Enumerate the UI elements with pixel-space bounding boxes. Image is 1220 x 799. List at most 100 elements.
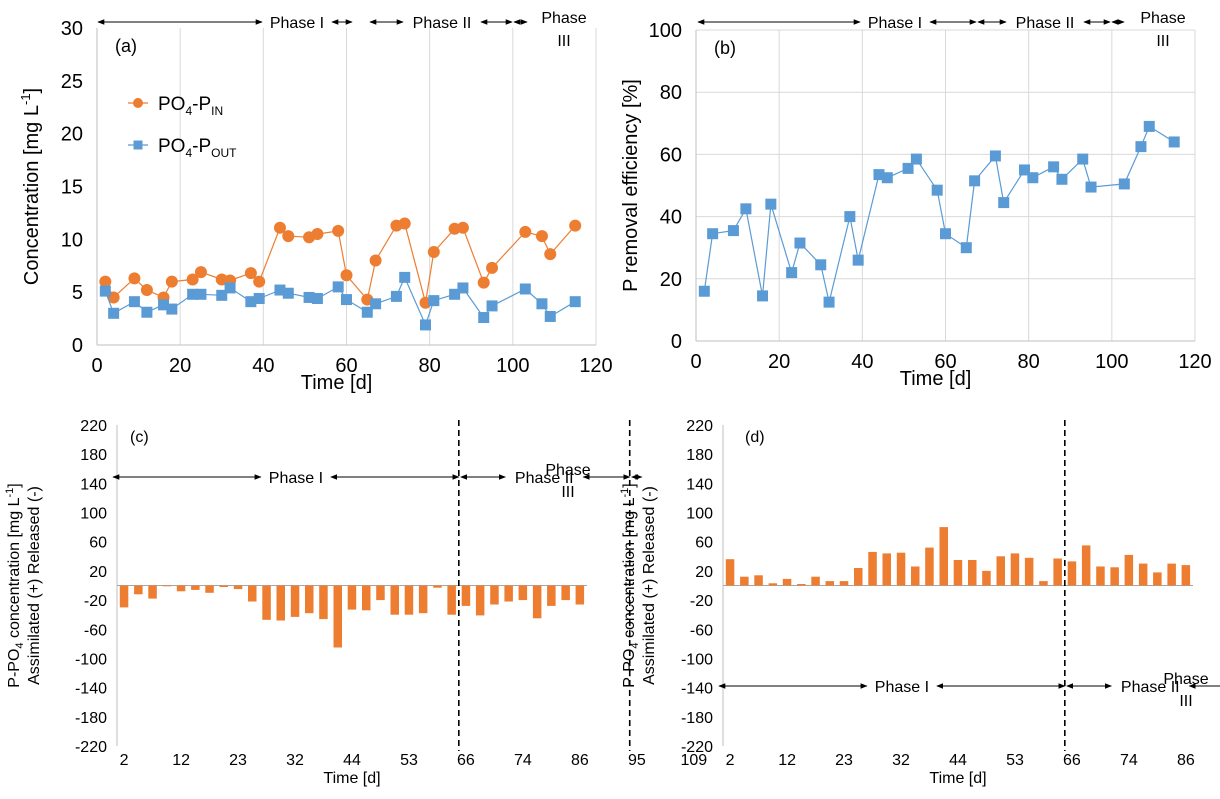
phase-label: Phase I [270,15,324,32]
y-tick-label: -100 [75,651,107,668]
data-point-square [727,225,739,237]
y-title-text: P-PO [621,649,638,688]
x-tick-label: 80 [419,355,441,377]
data-point-circle [340,269,353,282]
x-tick-label: 20 [169,355,191,377]
data-point-square [998,197,1010,209]
phase-label: III [561,484,574,501]
data-point-square [428,295,440,307]
data-point-square [873,169,885,181]
legend-label: PO4-PIN [158,94,223,118]
bar [1153,572,1162,586]
y-title-text: concentration [mg L [621,497,638,642]
data-point-square [794,237,806,249]
data-point-circle [186,273,199,286]
x-tick-label: 95 [628,752,646,769]
y-tick-label: 40 [660,207,682,229]
y-tick-label: -220 [75,739,107,756]
data-point-square [166,303,178,315]
bar [882,553,891,586]
data-point-square [544,310,556,322]
legend-label: PO4-POUT [158,136,237,160]
x-tick-label: 100 [496,355,529,377]
y-axis-title: P removal efficiency [%] [620,79,642,292]
y-tick-label: -140 [75,681,107,698]
bar [319,585,328,620]
panel-c: 220 180 140 100 60 20 -20 -60 -100 -140 -180 -220 2 1… [4,418,707,787]
legend-text: PO [158,136,185,157]
data-point-square [282,287,294,299]
phase-label: Phase II [1016,15,1075,32]
data-point-circle [398,217,411,230]
x-tick-label: 100 [1095,351,1128,373]
legend-text: -P [192,136,211,157]
y-tick-label: -100 [681,651,713,668]
data-point-square [187,288,199,300]
data-point-square [274,284,286,296]
y-tick-label: 20 [660,269,682,291]
y-tick-label: 140 [686,476,713,493]
x-tick-label: 0 [690,351,701,373]
bar [362,585,371,611]
bar [1181,565,1191,586]
bar [233,585,243,590]
data-point-square [370,298,382,310]
data-point-circle [282,230,295,243]
data-point-square [253,293,265,305]
bar [1096,566,1105,586]
phase-label: Phase I [875,679,929,696]
legend-sub: OUT [211,146,237,160]
x-tick-label: 23 [229,752,247,769]
bar [290,585,300,617]
x-tick-label: 20 [768,351,790,373]
y-axis-title-line1: P-PO4 concentration [mg L-1] [619,483,641,687]
y-tick-label: 20 [61,124,83,146]
y-tick-label: 25 [61,71,83,93]
data-point-square [815,259,827,271]
y-tick-label: 220 [80,418,107,435]
legend-sub: IN [211,104,223,118]
data-point-square [844,211,856,223]
y-tick-label: 20 [695,564,713,581]
data-point-square [99,285,111,297]
legend-text: -P [192,94,211,115]
bar [953,560,963,586]
data-point-circle [535,230,548,243]
data-point-square [1168,136,1180,148]
data-point-square [361,306,373,318]
y-axis-title-end: ] [21,88,43,94]
data-point-circle [244,267,257,280]
data-point-square [245,296,257,308]
bar [839,581,849,586]
data-point-square [707,228,719,240]
bar [219,585,228,587]
data-point-circle [311,228,324,241]
data-point-square [765,198,777,210]
legend-text: PO [158,94,185,115]
data-point-square [1056,173,1068,185]
data-point-square [740,203,752,215]
y-tick-label: 100 [649,20,682,42]
panel-label: (d) [745,429,765,446]
data-point-circle [486,261,499,274]
x-tick-label: 66 [1063,752,1081,769]
y-tick-label: 5 [72,282,83,304]
x-tick-label: 32 [286,752,304,769]
bar [896,552,906,586]
panel-b: 0 20 40 60 80 100 120 0 20 40 60 80 100 Time [d] P rem… [620,10,1212,390]
bar [725,559,735,586]
panel-label: (a) [115,36,137,56]
data-point-square [1019,164,1031,176]
legend-marker-square [133,140,143,150]
bar [176,585,186,592]
bar [532,585,542,619]
phase-label: Phase [1140,10,1185,27]
bar [939,527,948,586]
x-tick-label: 66 [457,752,475,769]
data-point-circle [544,248,557,261]
data-point-square [931,184,943,196]
data-point-square [757,290,769,302]
data-point-square [823,296,835,308]
phase-label: Phase II [515,470,574,487]
bar [518,585,528,601]
